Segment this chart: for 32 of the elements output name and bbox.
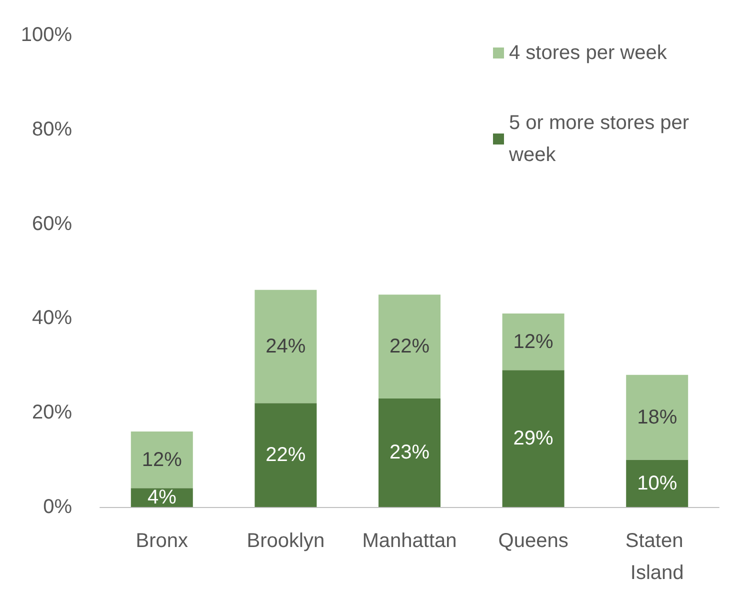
x-tick-label: Bronx: [136, 530, 188, 552]
data-label: 12%: [142, 448, 182, 471]
bar: [502, 313, 564, 370]
x-tick-label: Brooklyn: [246, 530, 325, 552]
data-label: 22%: [266, 444, 306, 466]
y-tick-label: 20%: [32, 402, 72, 424]
bar: [626, 374, 688, 460]
y-tick-label: 40%: [32, 307, 72, 330]
legend-label: 5 or more stores per week: [508, 112, 695, 166]
bar: [502, 370, 564, 507]
legend-label: 4 stores per week: [509, 42, 668, 64]
x-tick-label: Staten Island: [625, 530, 689, 584]
y-tick-label: 100%: [20, 24, 72, 46]
bar: [626, 460, 688, 507]
bar: [254, 290, 317, 404]
data-label: 10%: [637, 472, 678, 494]
data-label: 4%: [147, 486, 177, 509]
bar: [254, 403, 317, 507]
y-tick-label: 60%: [32, 212, 72, 235]
x-tick-label: Queens: [498, 530, 568, 552]
y-tick-label: 80%: [32, 118, 72, 140]
bar: [378, 294, 440, 398]
data-label: 22%: [389, 336, 430, 358]
data-label: 12%: [513, 330, 554, 353]
x-tick-label: Manhattan: [362, 530, 457, 552]
data-label: 18%: [637, 406, 678, 428]
bar: [130, 431, 193, 488]
data-label: 23%: [389, 442, 430, 464]
data-label: 24%: [266, 336, 306, 358]
data-label: 29%: [513, 428, 554, 450]
y-tick-label: 0%: [43, 496, 72, 518]
bar: [378, 398, 440, 507]
